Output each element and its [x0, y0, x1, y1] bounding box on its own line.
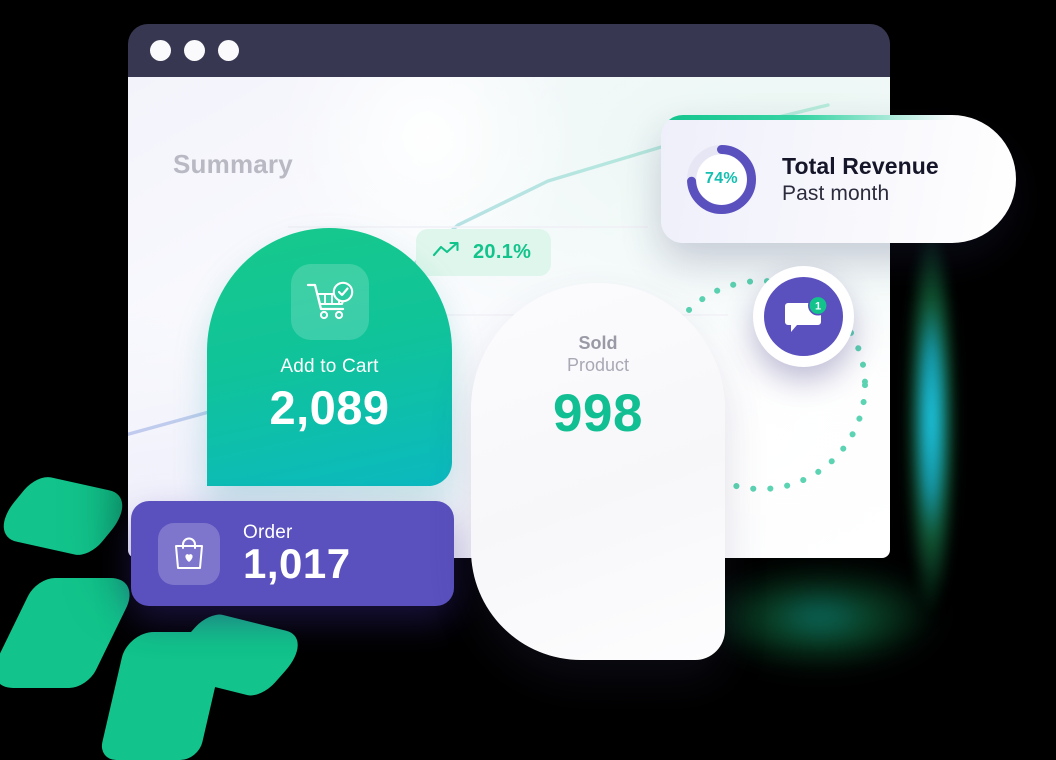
card-label: Add to Cart: [280, 356, 379, 377]
card-sold-product[interactable]: Sold Product 998: [471, 283, 725, 660]
growth-badge[interactable]: 20.1%: [416, 229, 552, 276]
minimize-dot[interactable]: [184, 40, 205, 61]
growth-value: 20.1%: [473, 241, 532, 263]
donut-percent-label: 74%: [705, 170, 738, 187]
chat-badge-count: 1: [814, 300, 820, 312]
shopping-bag-heart-icon: [158, 522, 220, 585]
chat-fab-inner: 1: [764, 277, 843, 356]
card-subtitle: Product: [566, 355, 630, 375]
chat-badge: [807, 295, 827, 315]
card-title: Total Revenue: [782, 152, 939, 179]
card-total-revenue[interactable]: 74% Total Revenue Past month: [661, 115, 1016, 243]
glow-artifact-bottom: [700, 560, 940, 670]
card-value: 998: [553, 384, 643, 443]
page-title: Summary: [173, 149, 293, 179]
chat-fab-button[interactable]: 1: [753, 266, 854, 367]
window-titlebar: [128, 24, 890, 77]
glow-artifact-right: [905, 225, 957, 615]
trend-up-icon: [432, 241, 462, 264]
revenue-donut-chart: 74%: [683, 141, 760, 218]
card-value: 1,017: [243, 539, 351, 587]
card-label: Order: [243, 521, 293, 543]
cart-check-icon: [290, 264, 369, 340]
accent-bar: [661, 115, 1016, 120]
card-order[interactable]: Order 1,017: [131, 501, 454, 606]
maximize-dot[interactable]: [218, 40, 239, 61]
card-value: 2,089: [269, 381, 390, 434]
close-dot[interactable]: [150, 40, 171, 61]
chat-bubble-icon: 1: [784, 295, 827, 332]
card-add-to-cart[interactable]: Add to Cart 2,089: [207, 228, 452, 486]
card-subtitle: Past month: [782, 181, 890, 205]
card-title: Sold: [578, 333, 618, 353]
leaf-decoration-1: [0, 474, 139, 558]
